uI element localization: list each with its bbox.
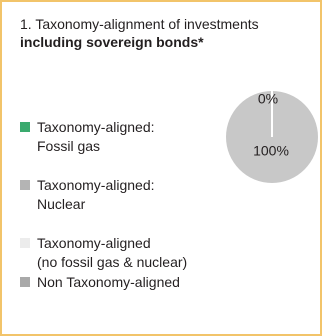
legend-swatch bbox=[20, 238, 30, 248]
legend-label: Taxonomy-aligned: Nuclear bbox=[37, 177, 155, 212]
value-label: 100% bbox=[253, 143, 289, 159]
legend-label: Non Taxonomy-aligned bbox=[37, 274, 180, 290]
legend-swatch bbox=[20, 122, 30, 132]
legend-swatch bbox=[20, 277, 30, 287]
title-text: 1. Taxonomy-alignment of investments bbox=[20, 16, 259, 32]
value-label: 0% bbox=[258, 91, 278, 107]
title-emphasis: including sovereign bonds* bbox=[20, 34, 204, 50]
legend-label: Taxonomy-aligned: Fossil gas bbox=[37, 119, 155, 154]
title: 1. Taxonomy-alignment of investments inc… bbox=[20, 15, 265, 51]
legend-swatch bbox=[20, 180, 30, 190]
legend-label: Taxonomy-aligned (no fossil gas & nuclea… bbox=[37, 235, 188, 270]
